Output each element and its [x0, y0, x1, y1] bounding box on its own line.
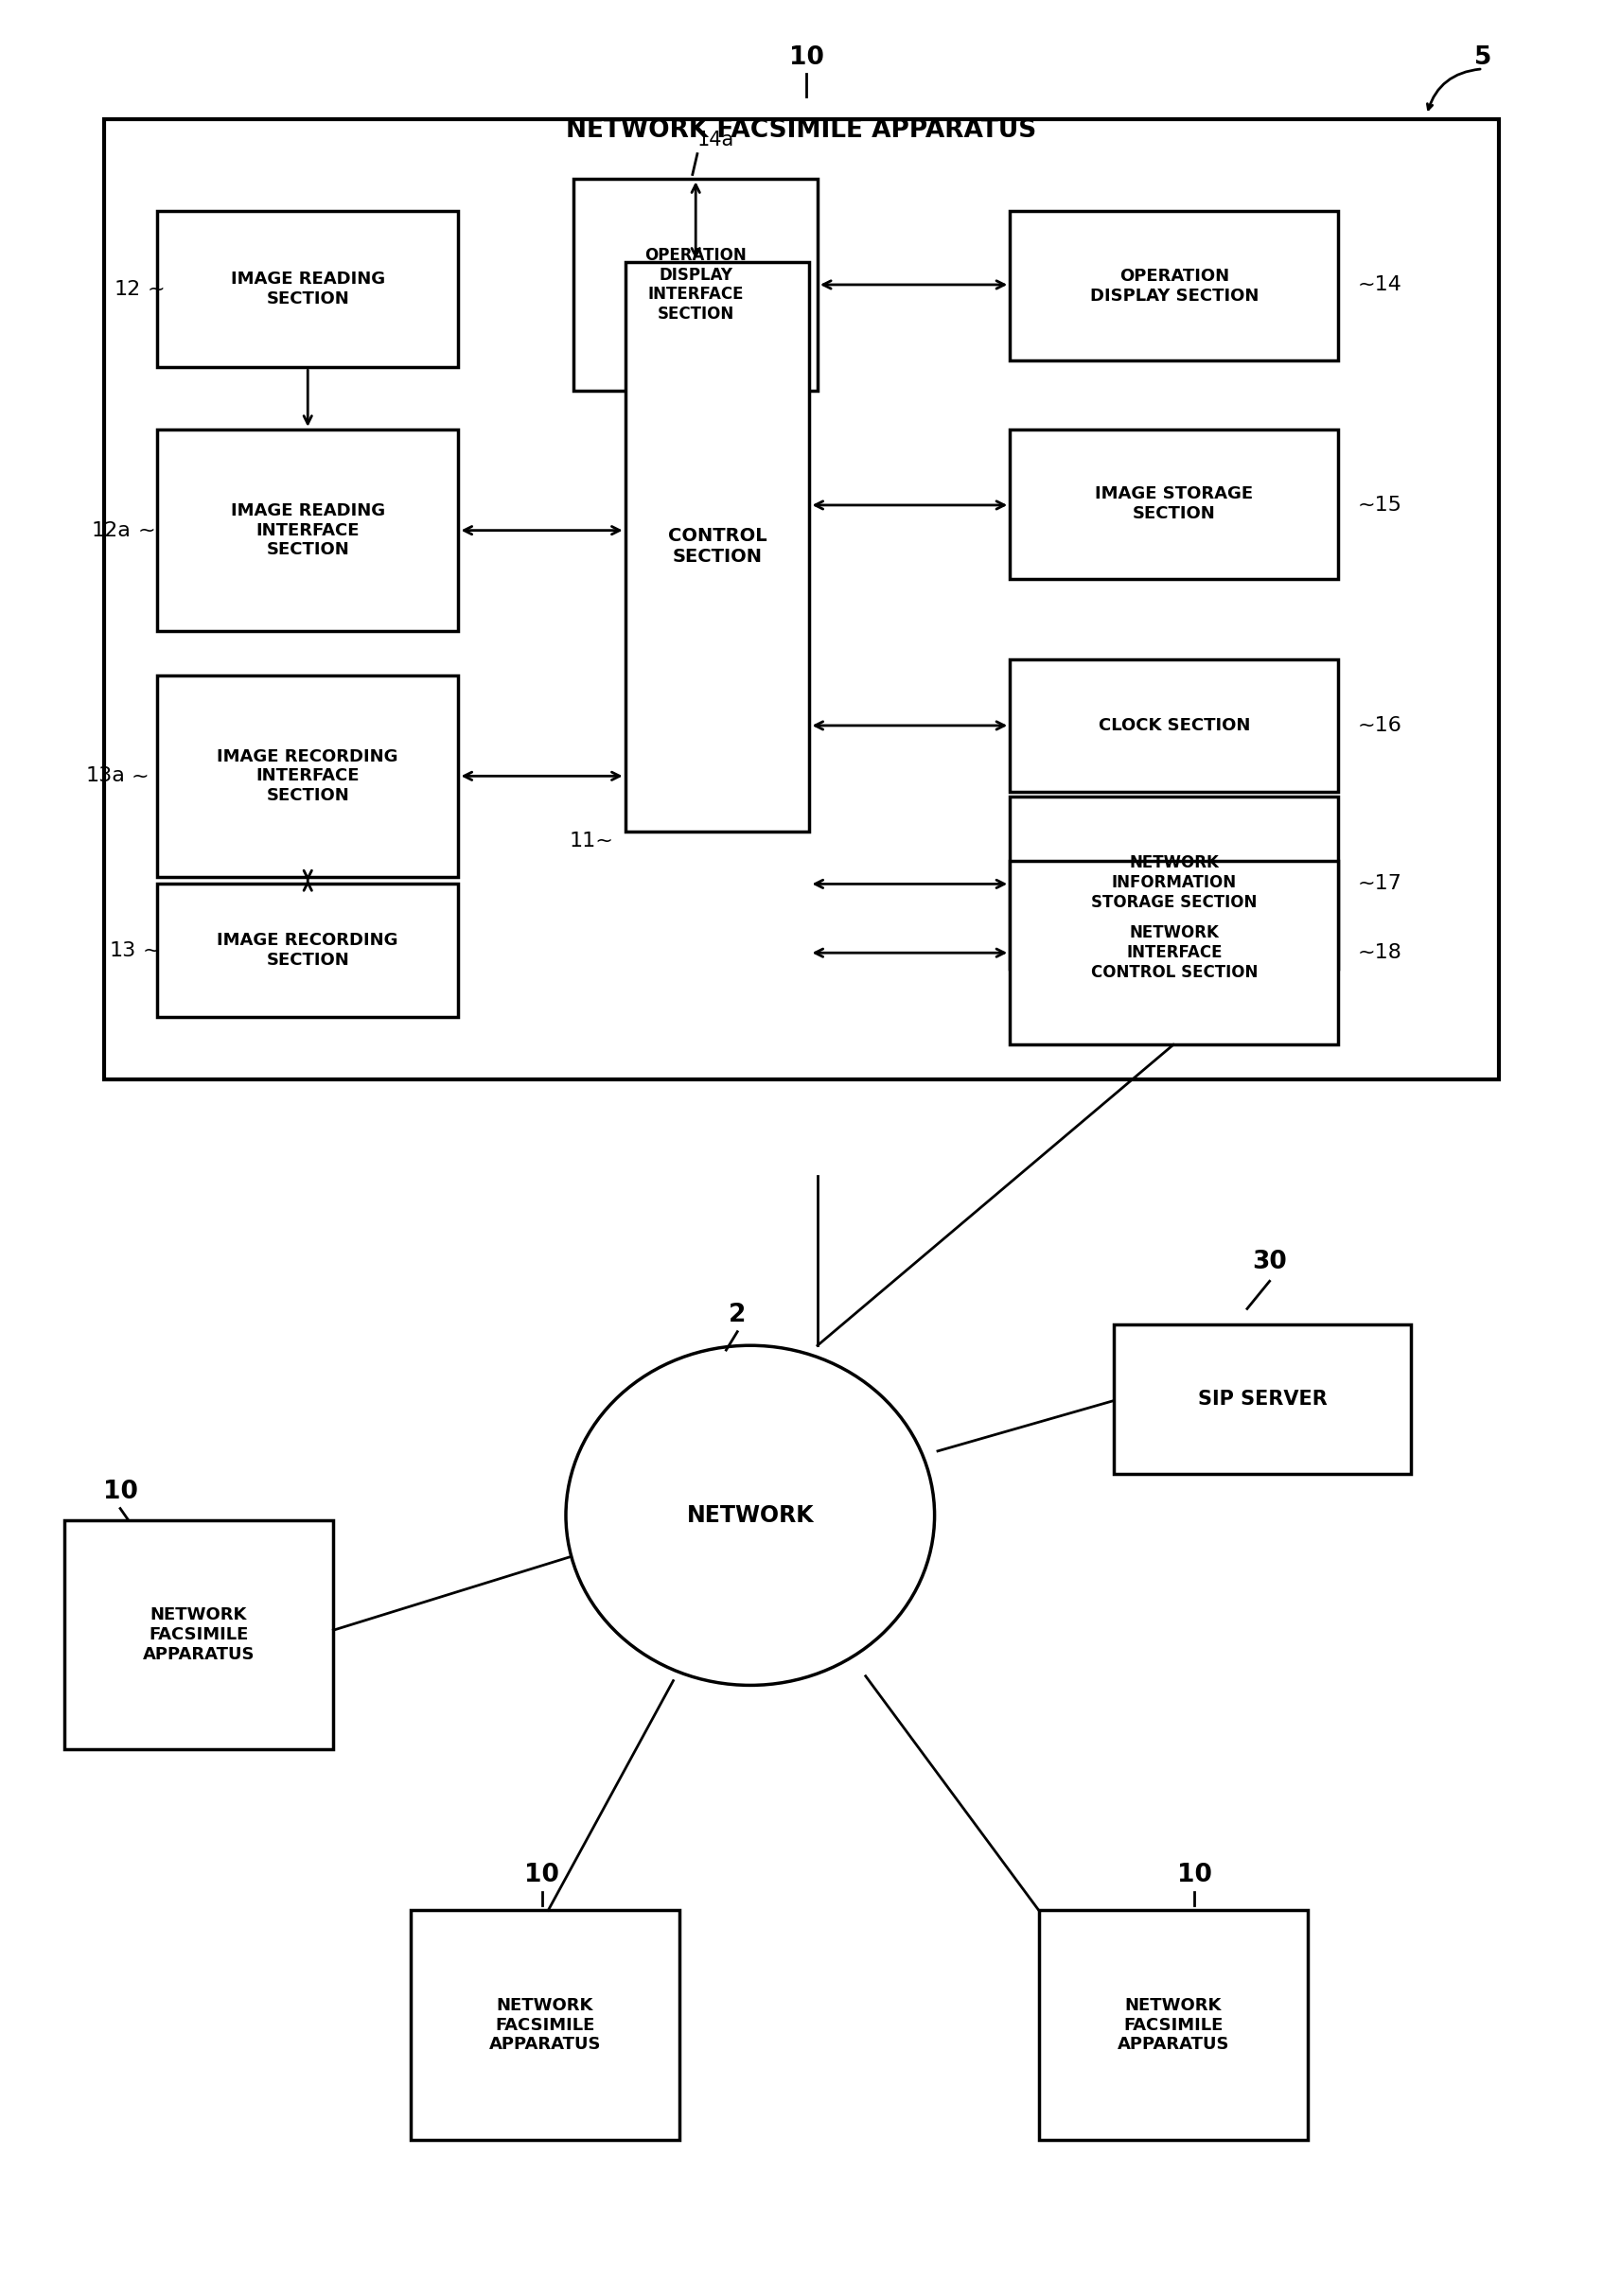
Text: 10: 10	[524, 1862, 559, 1887]
Text: ~: ~	[138, 521, 155, 540]
Text: NETWORK: NETWORK	[686, 1504, 814, 1527]
Text: IMAGE STORAGE
SECTION: IMAGE STORAGE SECTION	[1095, 487, 1254, 521]
Text: IMAGE RECORDING
SECTION: IMAGE RECORDING SECTION	[216, 932, 399, 969]
Text: 13a: 13a	[85, 767, 125, 785]
FancyBboxPatch shape	[64, 1520, 333, 1750]
Text: NETWORK
FACSIMILE
APPARATUS: NETWORK FACSIMILE APPARATUS	[489, 1998, 601, 2053]
Text: 14a: 14a	[697, 131, 734, 149]
Text: 12a: 12a	[91, 521, 131, 540]
Text: ~16: ~16	[1358, 716, 1403, 735]
FancyBboxPatch shape	[1010, 659, 1339, 792]
FancyBboxPatch shape	[1010, 797, 1339, 969]
Text: ~: ~	[143, 941, 160, 960]
Text: NETWORK
INFORMATION
STORAGE SECTION: NETWORK INFORMATION STORAGE SECTION	[1092, 854, 1257, 912]
FancyBboxPatch shape	[1114, 1325, 1411, 1474]
Text: 30: 30	[1252, 1249, 1287, 1274]
Text: CONTROL
SECTION: CONTROL SECTION	[668, 528, 766, 565]
FancyBboxPatch shape	[410, 1910, 680, 2140]
FancyBboxPatch shape	[157, 884, 458, 1017]
Text: ~18: ~18	[1358, 944, 1403, 962]
Text: NETWORK
FACSIMILE
APPARATUS: NETWORK FACSIMILE APPARATUS	[1117, 1998, 1230, 2053]
Text: SIP SERVER: SIP SERVER	[1197, 1389, 1327, 1410]
Text: 10: 10	[103, 1479, 138, 1504]
Text: IMAGE RECORDING
INTERFACE
SECTION: IMAGE RECORDING INTERFACE SECTION	[216, 748, 399, 804]
FancyBboxPatch shape	[1010, 861, 1339, 1045]
FancyBboxPatch shape	[574, 179, 818, 390]
Text: OPERATION
DISPLAY
INTERFACE
SECTION: OPERATION DISPLAY INTERFACE SECTION	[644, 246, 747, 324]
Text: ~14: ~14	[1358, 276, 1403, 294]
Text: ~15: ~15	[1358, 496, 1403, 514]
Text: IMAGE READING
SECTION: IMAGE READING SECTION	[231, 271, 385, 308]
FancyBboxPatch shape	[104, 119, 1499, 1079]
Ellipse shape	[566, 1345, 935, 1685]
FancyBboxPatch shape	[157, 429, 458, 631]
Text: 11~: 11~	[569, 831, 614, 850]
Text: ~: ~	[131, 767, 149, 785]
Text: 12: 12	[114, 280, 141, 298]
Text: ~: ~	[147, 280, 165, 298]
Text: NETWORK
INTERFACE
CONTROL SECTION: NETWORK INTERFACE CONTROL SECTION	[1090, 925, 1258, 980]
Text: CLOCK SECTION: CLOCK SECTION	[1098, 716, 1250, 735]
Text: IMAGE READING
INTERFACE
SECTION: IMAGE READING INTERFACE SECTION	[231, 503, 385, 558]
FancyBboxPatch shape	[157, 675, 458, 877]
FancyBboxPatch shape	[625, 262, 810, 831]
FancyBboxPatch shape	[1010, 211, 1339, 360]
Text: OPERATION
DISPLAY SECTION: OPERATION DISPLAY SECTION	[1090, 269, 1258, 303]
Text: 2: 2	[729, 1302, 745, 1327]
Text: 10: 10	[789, 46, 824, 69]
Text: 13: 13	[109, 941, 136, 960]
Text: NETWORK FACSIMILE APPARATUS: NETWORK FACSIMILE APPARATUS	[566, 119, 1037, 142]
Text: 5: 5	[1475, 46, 1491, 69]
Text: ~17: ~17	[1358, 875, 1403, 893]
FancyBboxPatch shape	[157, 211, 458, 367]
Text: NETWORK
FACSIMILE
APPARATUS: NETWORK FACSIMILE APPARATUS	[143, 1607, 255, 1662]
FancyBboxPatch shape	[1039, 1910, 1308, 2140]
Text: 10: 10	[1177, 1862, 1212, 1887]
FancyBboxPatch shape	[1010, 429, 1339, 579]
